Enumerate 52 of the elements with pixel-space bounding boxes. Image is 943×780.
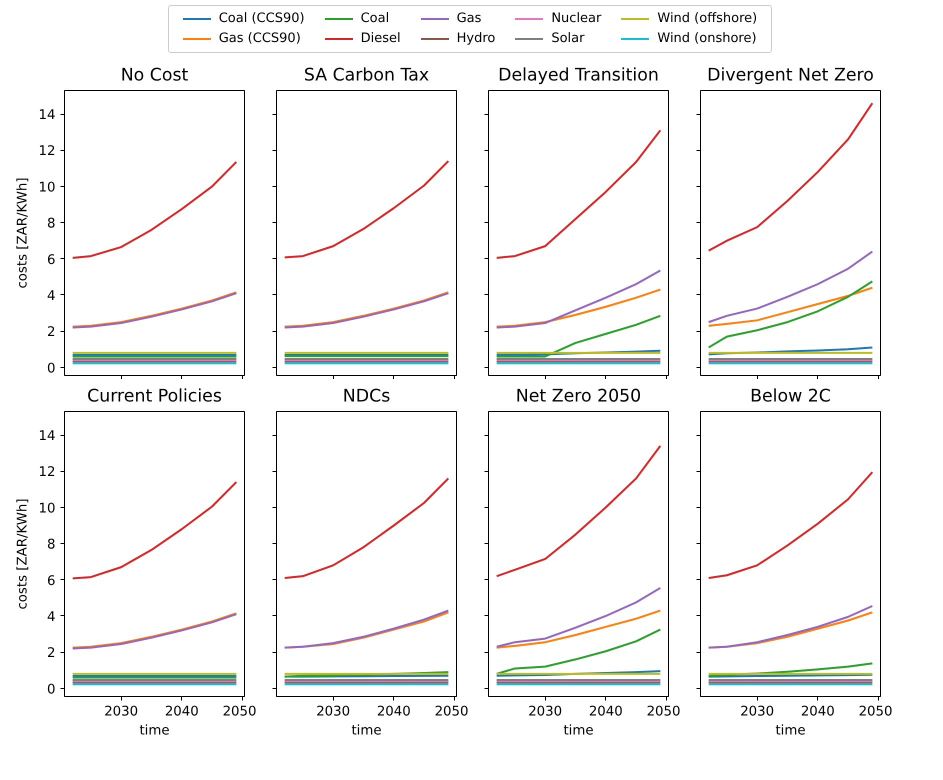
chart-title: NDCs	[342, 386, 390, 406]
x-tick-label: 2030	[316, 704, 350, 720]
legend-label: Wind (offshore)	[657, 10, 758, 28]
y-tick-label: 8	[47, 216, 56, 232]
chart-title: Current Policies	[87, 386, 222, 406]
y-tick-label: 0	[47, 682, 56, 698]
chart-title: Below 2C	[750, 386, 831, 406]
x-tick-label: 2040	[800, 704, 835, 720]
x-axis-title: time	[563, 724, 594, 738]
y-axis-title: costs [ZAR/KWh]	[16, 177, 31, 289]
y-tick-label: 10	[38, 501, 56, 516]
legend-label: Gas	[456, 10, 482, 28]
legend-label: Coal	[360, 10, 390, 28]
chart-title: SA Carbon Tax	[304, 66, 430, 86]
x-tick-label: 2030	[740, 704, 774, 720]
x-axis-title: time	[351, 724, 382, 738]
x-tick-label: 2050	[858, 704, 893, 720]
x-tick-label: 2040	[376, 704, 411, 720]
chart-title: Delayed Transition	[498, 66, 659, 86]
legend-label: Gas (CCS90)	[218, 30, 301, 48]
x-tick-label: 2040	[164, 704, 199, 720]
y-tick-label: 14	[38, 429, 56, 444]
y-tick-label: 6	[47, 574, 56, 589]
legend-label: Hydro	[456, 30, 496, 48]
y-tick-label: 12	[38, 144, 56, 160]
y-tick-label: 0	[47, 361, 56, 376]
y-tick-label: 10	[38, 180, 56, 196]
x-axis-title: time	[775, 724, 806, 738]
y-tick-label: 12	[38, 465, 56, 480]
x-tick-label: 2030	[528, 704, 562, 720]
x-axis-title: time	[139, 724, 170, 738]
y-tick-label: 2	[47, 325, 56, 340]
x-tick-label: 2030	[104, 704, 138, 720]
chart-title: No Cost	[120, 66, 189, 86]
legend-label: Diesel	[360, 30, 401, 48]
y-tick-label: 14	[38, 108, 56, 124]
legend-label: Nuclear	[551, 10, 602, 28]
legend-label: Solar	[551, 30, 584, 48]
legend-label: Wind (onshore)	[657, 30, 757, 48]
x-tick-label: 2050	[222, 704, 257, 720]
y-axis-title: costs [ZAR/KWh]	[16, 498, 31, 610]
y-tick-label: 4	[47, 288, 56, 304]
y-tick-label: 6	[47, 252, 56, 268]
x-tick-label: 2050	[434, 704, 469, 720]
y-tick-label: 4	[47, 610, 56, 625]
legend-label: Coal (CCS90)	[218, 10, 305, 28]
x-tick-label: 2050	[646, 704, 681, 720]
chart-title: Net Zero 2050	[516, 386, 642, 406]
y-tick-label: 2	[47, 646, 56, 662]
y-tick-label: 8	[47, 538, 56, 553]
x-tick-label: 2040	[588, 704, 623, 720]
chart-title: Divergent Net Zero	[707, 66, 874, 86]
